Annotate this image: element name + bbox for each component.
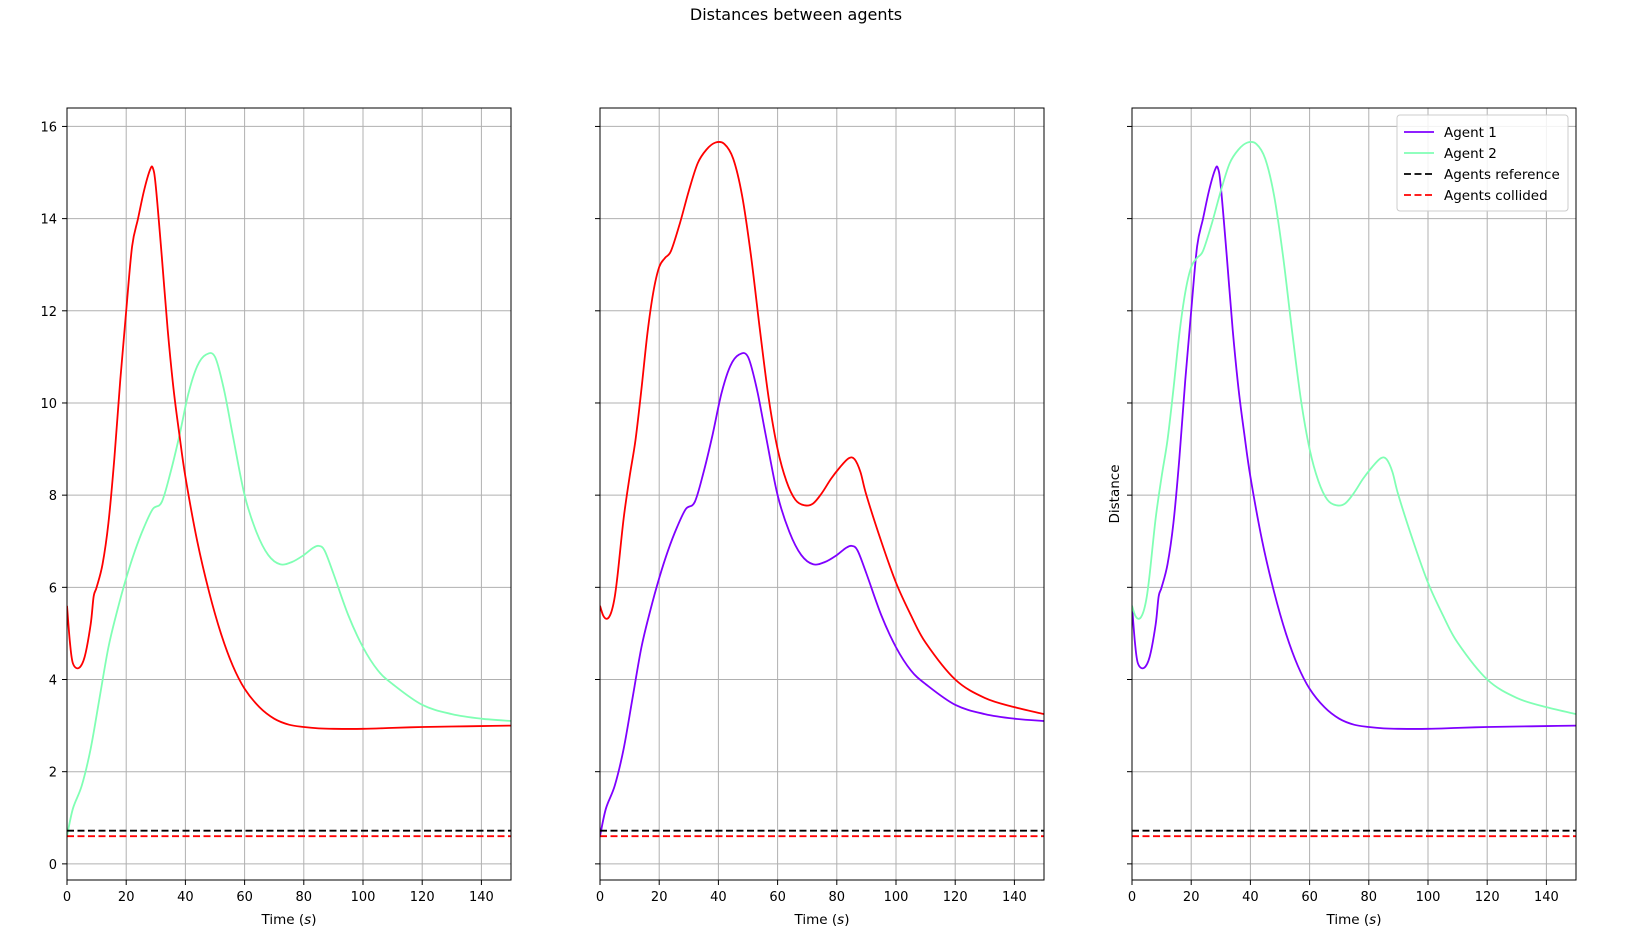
panel-1: 0 20 40 60 80 100 120 140 0 2 4 6 8 10 12 14 16 Time (s): [40, 107, 512, 928]
series-line-1: [600, 352, 1044, 837]
x-tick-label: 0: [1128, 890, 1136, 905]
x-tick-label: 100: [1416, 890, 1441, 905]
x-tick-label: 60: [769, 890, 786, 905]
series-line-1: [67, 352, 511, 837]
x-tick-label: 100: [884, 890, 909, 905]
x-tick-label: 100: [351, 890, 376, 905]
legend: Agent 1 Agent 2 Agents reference Agents col…: [1396, 114, 1569, 212]
y-tick-label: 14: [40, 213, 57, 228]
legend-label: Agents reference: [1444, 167, 1560, 183]
legend-box: [1396, 114, 1569, 212]
y-tick-label: 16: [40, 120, 57, 135]
x-tick-label: 120: [943, 890, 968, 905]
series-line-2: [1132, 140, 1576, 715]
x-tick-label: 140: [469, 890, 494, 905]
x-tick-label: 40: [710, 890, 727, 905]
y-tick-label: 6: [49, 581, 57, 596]
figure-title: Distances between agents: [690, 5, 902, 24]
x-axis-label: Time (s): [794, 912, 850, 928]
x-tick-label: 80: [296, 890, 313, 905]
legend-label: Agent 2: [1444, 146, 1497, 162]
x-tick-label: 140: [1002, 890, 1027, 905]
x-axis-label: Time (s): [1326, 912, 1382, 928]
x-tick-label: 140: [1534, 890, 1559, 905]
y-tick-label: 2: [49, 766, 57, 781]
x-tick-label: 120: [410, 890, 435, 905]
x-tick-label: 20: [651, 890, 668, 905]
y-tick-label: 10: [40, 397, 57, 412]
x-tick-label: 20: [118, 890, 135, 905]
x-tick-label: 80: [1361, 890, 1378, 905]
x-tick-label: 80: [829, 890, 846, 905]
x-tick-label: 120: [1475, 890, 1500, 905]
legend-label: Agents collided: [1444, 188, 1548, 204]
axes-frame: [599, 107, 1045, 881]
x-axis-label: Time (s): [261, 912, 317, 928]
y-tick-label: 8: [49, 489, 57, 504]
x-tick-label: 0: [596, 890, 604, 905]
y-axis-label: Distance: [1107, 464, 1123, 523]
x-tick-label: 0: [63, 890, 71, 905]
x-tick-label: 60: [236, 890, 253, 905]
y-tick-label: 12: [40, 305, 57, 320]
panel-3: 0 20 40 60 80 100 120 140 Time (s) Distance Agent …: [1107, 107, 1577, 928]
x-tick-label: 40: [177, 890, 194, 905]
axes-frame: [1131, 107, 1577, 881]
series-line-1: [1132, 165, 1576, 730]
x-tick-label: 40: [1242, 890, 1259, 905]
axes-frame: [66, 107, 512, 881]
legend-label: Agent 1: [1444, 125, 1497, 141]
series-line-2: [67, 165, 511, 730]
y-tick-label: 0: [49, 858, 57, 873]
x-tick-label: 20: [1183, 890, 1200, 905]
x-tick-label: 60: [1301, 890, 1318, 905]
y-tick-label: 4: [49, 674, 57, 689]
series-line-2: [600, 140, 1044, 715]
panel-2: 0 20 40 60 80 100 120 140 Time (s): [595, 107, 1045, 928]
